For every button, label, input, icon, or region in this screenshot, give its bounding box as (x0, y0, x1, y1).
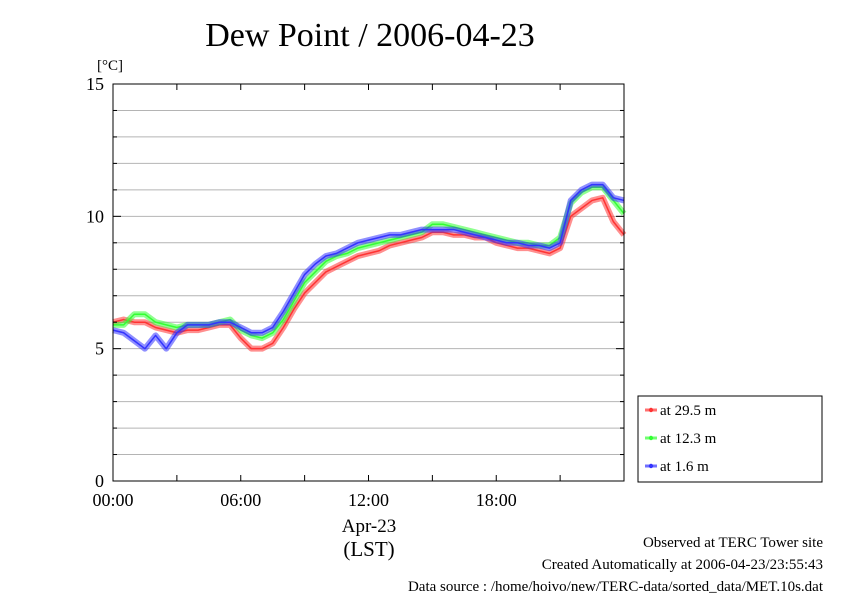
series-band-2 (113, 184, 627, 342)
legend-label-3: at 1.6 m (660, 459, 709, 475)
plot-frame (112, 83, 625, 482)
legend: at 29.5 m at 12.3 m at 1.6 m (637, 395, 823, 483)
x-tick-label: 18:00 (476, 490, 517, 510)
y-axis-unit: [°C] (97, 58, 123, 74)
x-tick-label: 06:00 (220, 490, 261, 510)
legend-label-2: at 12.3 m (660, 431, 717, 447)
y-tick-label: 0 (95, 471, 104, 491)
legend-box (637, 395, 823, 483)
y-tick-label: 10 (86, 206, 104, 226)
y-tick-label: 15 (86, 74, 104, 94)
legend-marker-2 (648, 435, 654, 441)
created-timestamp-note: Created Automatically at 2006-04-23/23:5… (541, 557, 823, 573)
legend-label-1: at 29.5 m (660, 403, 717, 419)
series-line-3 (112, 183, 625, 350)
x-tick-label: 00:00 (92, 490, 133, 510)
chart-title: Dew Point / 2006-04-23 (205, 17, 535, 54)
x-tick-label: 12:00 (348, 490, 389, 510)
observed-site-note: Observed at TERC Tower site (642, 535, 823, 551)
x-axis-timezone-label: (LST) (343, 537, 394, 561)
data-source-note: Data source : /home/hoivo/new/TERC-data/… (407, 579, 823, 595)
legend-marker-1 (648, 407, 654, 413)
y-tick-label: 5 (95, 339, 104, 359)
legend-marker-3 (648, 463, 654, 469)
plot-area (112, 181, 627, 352)
series-line-2 (113, 186, 625, 339)
x-axis-date-label: Apr-23 (342, 516, 397, 537)
axis-ticks: 0 5 10 15 00:00 06:00 12:00 18:00 (86, 74, 625, 510)
gridlines (113, 109, 624, 456)
series-band-3 (112, 181, 625, 352)
series-line-1 (112, 197, 625, 350)
